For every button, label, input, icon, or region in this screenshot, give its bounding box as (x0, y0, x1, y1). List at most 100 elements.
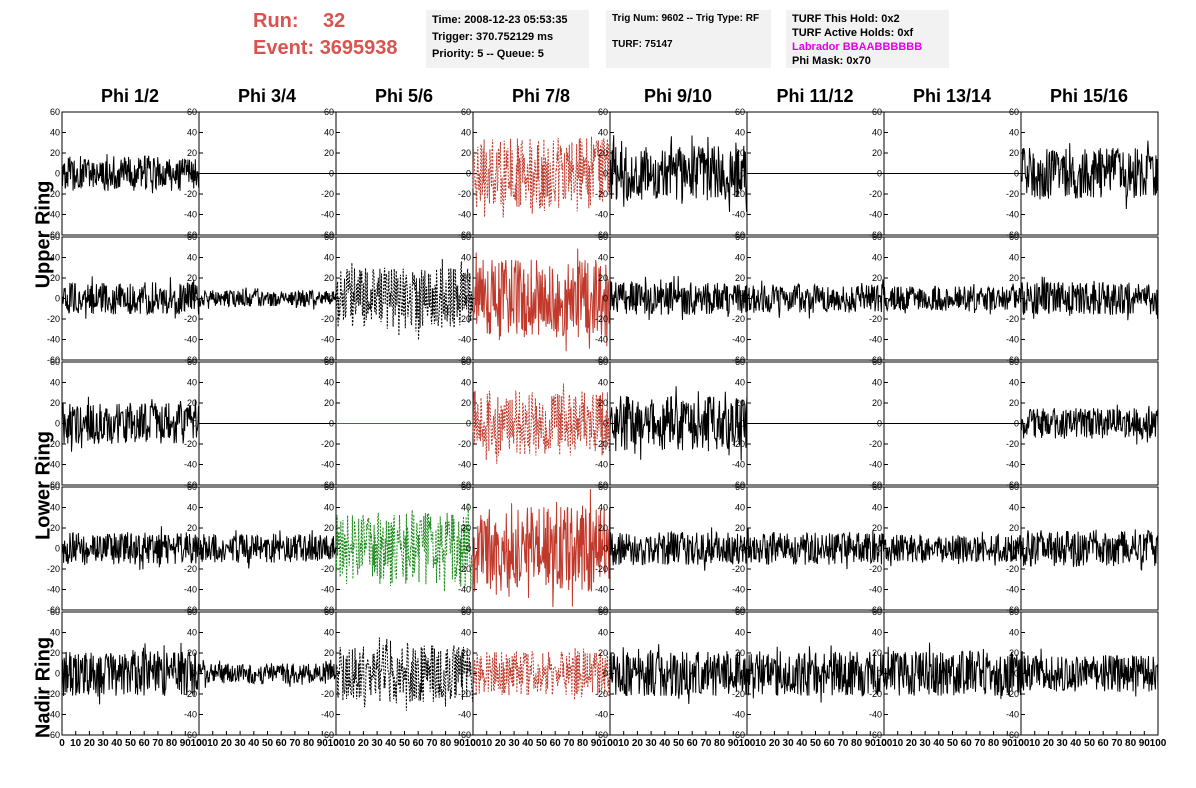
y-tick-label: -60 (869, 730, 882, 740)
y-tick-label: -60 (458, 480, 471, 490)
x-tick-label: 80 (303, 738, 315, 749)
y-tick-label: 0 (603, 294, 608, 304)
y-tick-label: -40 (321, 585, 334, 595)
run-event-box: Run: 32 Event: 3695938 (253, 8, 418, 70)
waveform-panel: 60 40 20 0 -20 -40 -60 (732, 107, 885, 240)
waveform-trace (61, 154, 200, 194)
y-tick-label: -20 (321, 689, 334, 699)
y-tick-label: -20 (732, 439, 745, 449)
y-tick-label: -60 (321, 730, 334, 740)
y-tick-label: 0 (329, 294, 334, 304)
x-tick-label: 10 (70, 738, 82, 749)
x-tick-label: 70 (1111, 738, 1123, 749)
y-tick-label: 60 (324, 107, 334, 117)
priority-line: Priority: 5 -- Queue: 5 (432, 48, 544, 60)
y-tick-label: 0 (329, 169, 334, 179)
y-tick-label: -40 (732, 210, 745, 220)
y-tick-label: 40 (1009, 628, 1019, 638)
waveform-grid: 6040200-20-40-606040200-20-40-606040200-… (47, 107, 1167, 749)
waveform-panel: 60 40 20 0 -20 -40 -60 (184, 482, 337, 615)
x-tick-label: 70 (289, 738, 301, 749)
y-tick-label: 60 (1009, 607, 1019, 617)
y-tick-label: 20 (187, 523, 197, 533)
x-tick-label: 10 (481, 738, 493, 749)
y-tick-label: -20 (321, 439, 334, 449)
y-tick-label: 0 (877, 669, 882, 679)
y-tick-label: -40 (184, 460, 197, 470)
waveform-panel: 60 40 20 0 -20 -40 -60 (47, 482, 200, 615)
y-tick-label: 40 (1009, 378, 1019, 388)
y-tick-label: 0 (877, 294, 882, 304)
x-tick-label: 50 (536, 738, 548, 749)
y-tick-label: 20 (598, 148, 608, 158)
x-tick-label: 80 (1125, 738, 1137, 749)
y-tick-label: 60 (1009, 357, 1019, 367)
x-tick-label: 70 (974, 738, 986, 749)
waveform-trace (1020, 529, 1159, 572)
y-tick-label: 40 (735, 378, 745, 388)
y-tick-label: 60 (461, 107, 471, 117)
y-tick-label: 60 (1009, 232, 1019, 242)
x-tick-label: 90 (1002, 738, 1014, 749)
y-tick-label: 20 (1009, 273, 1019, 283)
y-tick-label: 20 (50, 148, 60, 158)
y-tick-label: 40 (324, 628, 334, 638)
y-tick-label: -60 (184, 730, 197, 740)
y-tick-label: -40 (1006, 710, 1019, 720)
x-tick-label: 40 (248, 738, 260, 749)
x-tick-label: 100 (739, 738, 756, 749)
y-tick-label: -40 (1006, 585, 1019, 595)
trigger-line: Trigger: 370.752129 ms (432, 31, 554, 43)
y-tick-label: 20 (598, 648, 608, 658)
y-tick-label: 20 (187, 398, 197, 408)
column-title: Phi 1/2 (100, 86, 160, 106)
y-tick-label: 60 (1009, 482, 1019, 492)
y-tick-label: 0 (1014, 544, 1019, 554)
y-tick-label: -20 (1006, 689, 1019, 699)
y-tick-label: -60 (732, 480, 745, 490)
y-tick-label: 20 (735, 273, 745, 283)
waveform-trace (61, 276, 200, 319)
y-tick-label: -20 (1006, 189, 1019, 199)
y-tick-label: 20 (324, 523, 334, 533)
y-tick-label: 0 (740, 544, 745, 554)
y-tick-label: 0 (877, 419, 882, 429)
y-tick-label: 0 (55, 419, 60, 429)
x-tick-label: 60 (961, 738, 973, 749)
y-tick-label: -40 (1006, 460, 1019, 470)
x-tick-label: 60 (139, 738, 151, 749)
y-tick-label: 40 (872, 503, 882, 513)
x-tick-label: 0 (1018, 738, 1024, 749)
waveform-panel: 60 40 20 0 -20 -40 -60 (47, 107, 200, 240)
y-tick-label: 20 (735, 648, 745, 658)
run-label: Run: (253, 10, 299, 32)
y-tick-label: -40 (732, 335, 745, 345)
x-tick-label: 10 (207, 738, 219, 749)
waveform-panel: 60 40 20 0 -20 -40 -60 (47, 232, 200, 365)
y-tick-label: -20 (458, 314, 471, 324)
y-tick-label: 20 (461, 523, 471, 533)
waveform-panel: 60 40 20 0 -20 -40 -60 (595, 107, 748, 240)
y-tick-label: 40 (324, 253, 334, 263)
y-tick-label: -40 (184, 585, 197, 595)
waveform-panel: 60 40 20 0 -20 -40 -60 (184, 232, 337, 365)
panel-frame (335, 236, 474, 361)
y-tick-label: 40 (1009, 253, 1019, 263)
y-tick-label: 20 (187, 148, 197, 158)
y-tick-label: -20 (595, 564, 608, 574)
y-tick-label: 0 (877, 544, 882, 554)
y-tick-label: 0 (1014, 419, 1019, 429)
y-tick-label: 40 (872, 253, 882, 263)
waveform-trace (609, 527, 748, 571)
y-tick-label: 20 (872, 523, 882, 533)
y-tick-label: 20 (461, 148, 471, 158)
y-tick-label: 0 (740, 669, 745, 679)
waveform-trace (609, 275, 748, 321)
waveform-panel: 60 40 20 0 -20 -40 -60 (184, 357, 337, 490)
x-tick-label: 70 (700, 738, 712, 749)
y-tick-label: -40 (732, 710, 745, 720)
y-tick-label: 40 (461, 378, 471, 388)
waveform-trace (609, 644, 748, 705)
